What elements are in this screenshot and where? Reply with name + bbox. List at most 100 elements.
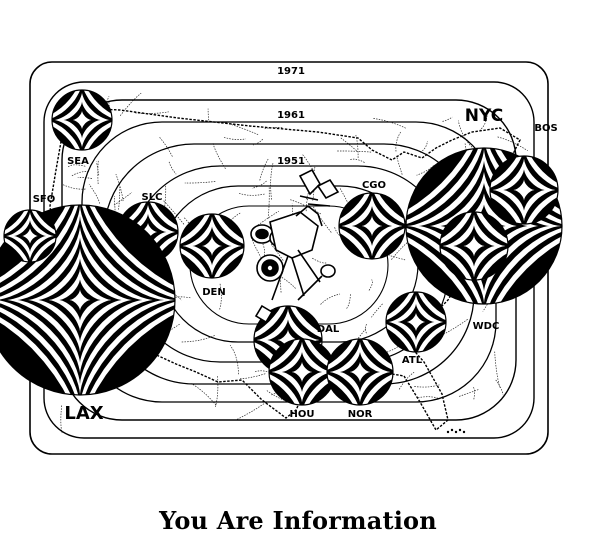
road-segment [264, 127, 283, 130]
road-segment [164, 185, 167, 207]
road-segment [339, 188, 351, 209]
road-segment [442, 116, 453, 122]
road-segment [219, 283, 222, 310]
us-map-outline [49, 107, 521, 432]
city-burst-nyc-b [489, 155, 559, 225]
city-burst-atl [385, 291, 447, 353]
road-segment [289, 203, 293, 237]
road-segment [494, 351, 500, 388]
city-burst-hou [268, 338, 336, 406]
city-label-wdc: WDC [473, 321, 500, 332]
road-segment [416, 165, 434, 176]
coast-dot [446, 430, 450, 434]
road-segment [184, 181, 216, 184]
city-label-sea: SEA [67, 156, 89, 167]
road-segment [438, 319, 468, 338]
city-label-dal: DAL [317, 324, 340, 335]
road-segment [118, 185, 121, 210]
road-segment [262, 243, 266, 262]
road-segment [238, 192, 266, 196]
road-segment [458, 389, 479, 397]
road-segment [67, 164, 87, 168]
camera-illustration [250, 168, 340, 324]
road-segment [280, 280, 282, 294]
road-segment [71, 171, 90, 177]
road-segment [215, 376, 219, 407]
road-segment [472, 386, 475, 400]
road-segment [239, 373, 266, 380]
city-burst-den [179, 213, 245, 279]
road-segment [364, 323, 368, 335]
road-segment [289, 199, 322, 215]
road-segment [115, 173, 124, 202]
road-segment [419, 141, 428, 153]
road-segment [270, 162, 274, 200]
city-burst-nyc-c [439, 211, 509, 281]
road-segment [416, 396, 439, 399]
road-segment [181, 334, 216, 343]
road-segment [257, 210, 279, 226]
city-label-den: DEN [202, 287, 226, 298]
city-label-hou: HOU [290, 409, 315, 420]
coast-dot [454, 430, 458, 434]
city-labels: SEA SFO SLC LAX DEN CGO NYC BOS WDC DAL … [33, 106, 558, 424]
city-label-lax: LAX [64, 403, 103, 424]
road-segment [320, 293, 341, 305]
road-segment [88, 183, 101, 204]
road-segment [251, 180, 267, 189]
city-burst-nor [326, 338, 394, 406]
year-label-1961: 1961 [277, 110, 305, 121]
road-segment [236, 401, 267, 421]
road-segment [161, 281, 183, 301]
road-segment [135, 111, 169, 114]
city-label-bos: BOS [534, 123, 557, 134]
road-segment [229, 344, 239, 375]
camera-tripod [271, 249, 321, 301]
city-burst-sfo [3, 209, 57, 263]
road-segment [373, 118, 407, 129]
figure-caption: You Are Information [159, 506, 437, 535]
road-segment [340, 137, 358, 152]
road-segment [305, 196, 309, 212]
road-segment [270, 243, 284, 262]
road-segment [168, 161, 177, 175]
road-segment [223, 137, 246, 140]
year-label-1951: 1951 [277, 156, 305, 167]
road-segment [414, 384, 440, 388]
coast-dot [450, 428, 454, 432]
road-segment [371, 303, 383, 318]
road-segment [113, 192, 133, 206]
road-segment [349, 158, 365, 163]
road-segment [119, 92, 142, 117]
road-segment [368, 279, 373, 291]
city-burst-lax [0, 204, 176, 396]
road-segment [312, 257, 327, 264]
road-segment [395, 131, 401, 153]
city-burst-cgo [338, 192, 406, 260]
road-segment [497, 136, 528, 151]
city-bursts [0, 89, 563, 434]
year-label-1971: 1971 [277, 66, 305, 77]
coast-dot [458, 428, 462, 432]
road-segment [355, 134, 359, 159]
road-segment [61, 183, 86, 190]
microphone [320, 264, 336, 278]
road-segment [207, 108, 210, 121]
road-segment [96, 161, 100, 176]
road-segment [396, 155, 403, 175]
road-segment [457, 120, 473, 148]
road-segment [191, 383, 217, 406]
road-segment [259, 158, 269, 181]
road-segment [254, 370, 268, 373]
road-segment [267, 187, 270, 220]
city-label-atl: ATL [402, 355, 423, 366]
city-label-cgo: CGO [362, 180, 386, 191]
road-segment [60, 405, 63, 434]
road-segment [388, 255, 406, 261]
road-segment [252, 138, 263, 146]
road-segment [495, 379, 504, 395]
road-segment [346, 293, 351, 309]
city-label-nyc: NYC [465, 106, 503, 126]
city-burst-sea [51, 89, 113, 151]
